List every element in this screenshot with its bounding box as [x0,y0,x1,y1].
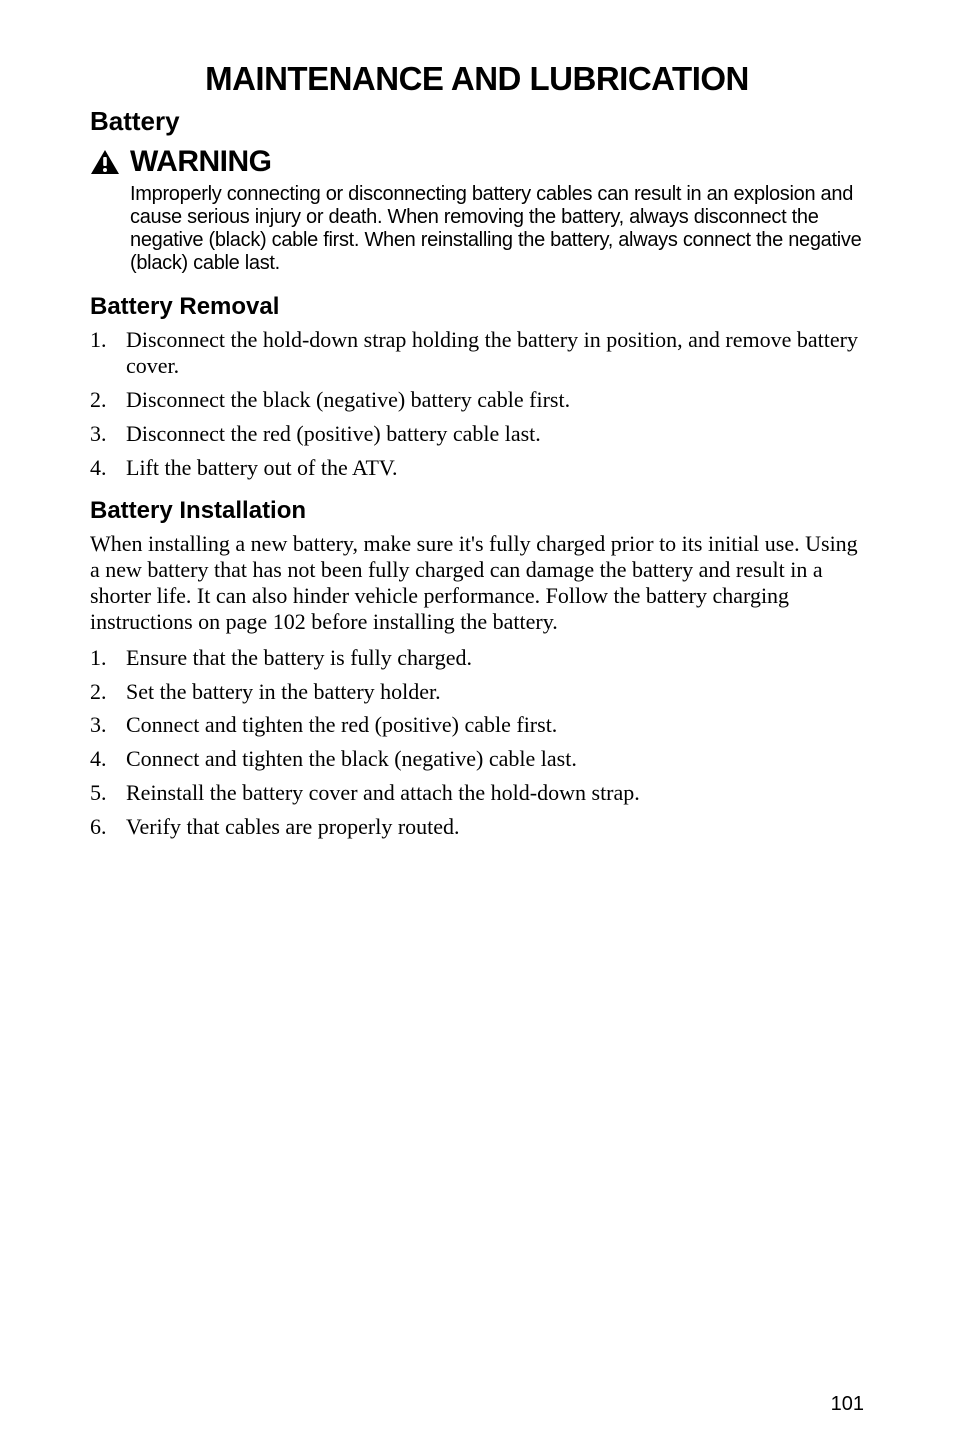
list-item: Set the battery in the battery holder. [90,679,864,705]
page-title: MAINTENANCE AND LUBRICATION [90,60,864,98]
list-item: Connect and tighten the black (negative)… [90,746,864,772]
section-heading-battery: Battery [90,106,864,137]
list-item: Reinstall the battery cover and attach t… [90,780,864,806]
warning-triangle-icon [90,149,120,175]
list-item: Connect and tighten the red (positive) c… [90,712,864,738]
subsection-heading-removal: Battery Removal [90,293,864,321]
list-item: Ensure that the battery is fully charged… [90,645,864,671]
installation-intro-text: When installing a new battery, make sure… [90,531,864,635]
list-item: Verify that cables are properly routed. [90,814,864,840]
warning-body-text: Improperly connecting or disconnecting b… [130,183,864,275]
warning-header: WARNING [90,145,864,179]
list-item: Disconnect the black (negative) battery … [90,387,864,413]
subsection-heading-installation: Battery Installation [90,497,864,525]
removal-list: Disconnect the hold-down strap holding t… [90,327,864,481]
installation-list: Ensure that the battery is fully charged… [90,645,864,841]
list-item: Lift the battery out of the ATV. [90,455,864,481]
list-item: Disconnect the hold-down strap holding t… [90,327,864,379]
page-number: 101 [831,1393,864,1416]
list-item: Disconnect the red (positive) battery ca… [90,421,864,447]
warning-label: WARNING [130,145,272,179]
